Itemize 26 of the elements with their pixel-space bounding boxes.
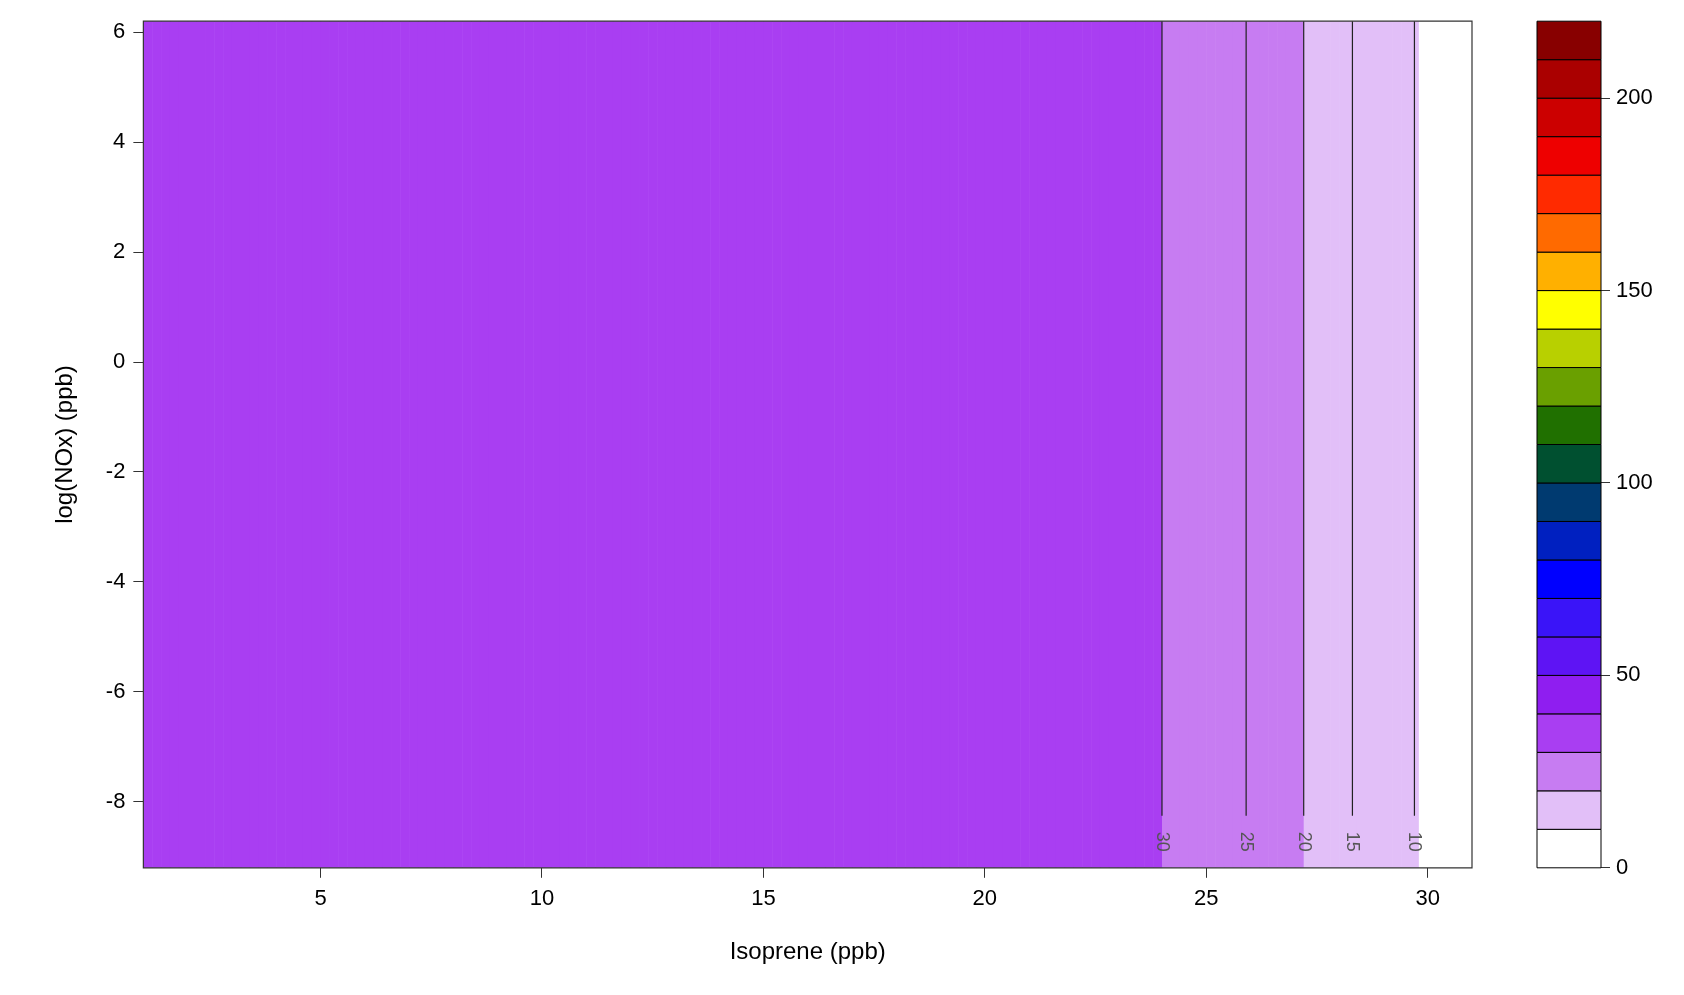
annotation: 30 <box>1153 831 1174 852</box>
x-tick-label: 5 <box>314 885 327 911</box>
y-axis-title: log(NOx) (ppb) <box>50 365 78 524</box>
y-tick-label: -8 <box>105 787 126 813</box>
x-tick-label: 15 <box>751 885 776 911</box>
y-tick-label: -6 <box>105 677 126 703</box>
color-bar-label: 200 <box>1616 84 1653 110</box>
annotation: 15 <box>1343 831 1364 852</box>
x-tick-label: 25 <box>1194 885 1219 911</box>
annotation: 10 <box>1405 831 1426 852</box>
color-bar-label: 50 <box>1616 661 1641 687</box>
y-tick-label: -2 <box>105 458 126 484</box>
color-bar-label: 0 <box>1616 853 1629 879</box>
y-tick-label: 2 <box>113 238 126 264</box>
y-tick-label: 6 <box>113 18 126 44</box>
annotation: 20 <box>1294 831 1315 852</box>
x-tick-label: 30 <box>1415 885 1440 911</box>
y-tick-label: -4 <box>105 568 126 593</box>
y-tick-label: 0 <box>113 348 126 374</box>
color-bar-label: 150 <box>1616 276 1653 302</box>
x-axis-title: Isoprene (ppb) <box>729 937 886 965</box>
annotation: 25 <box>1237 831 1258 852</box>
color-bar-label: 100 <box>1616 469 1653 495</box>
y-tick-label: 4 <box>113 128 126 154</box>
x-tick-label: 10 <box>529 885 555 911</box>
x-tick-label: 20 <box>972 885 998 911</box>
